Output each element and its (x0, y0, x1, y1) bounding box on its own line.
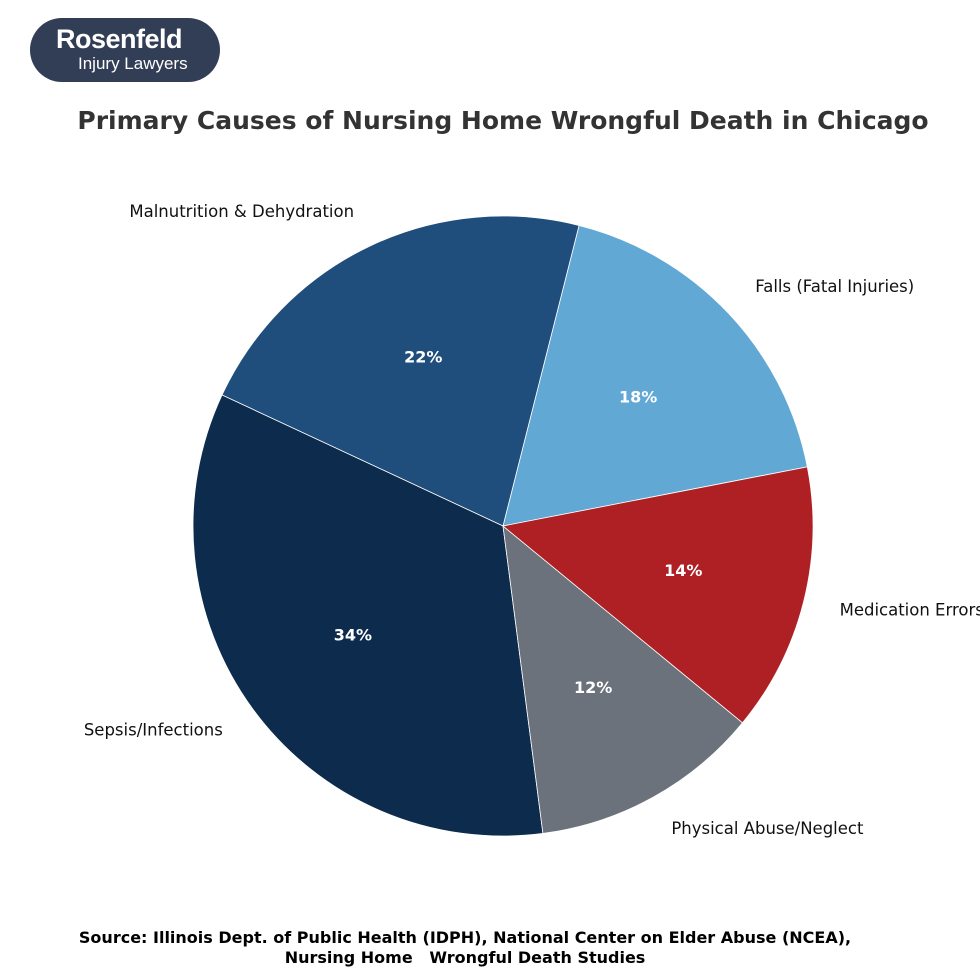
pie-pct-label-medication-errors-overdose: 14% (664, 561, 702, 580)
pie-slice-physical-abuse-neglect (502, 525, 744, 834)
pie-category-label-malnutrition-dehydration: Malnutrition & Dehydration (129, 202, 354, 221)
logo-subtitle: Injury Lawyers (78, 54, 188, 73)
pie-category-label-medication-errors-overdose: Medication Errors/Overdose (840, 601, 980, 620)
pie-category-label-sepsis-infections: Sepsis/Infections (84, 721, 223, 740)
brand-logo: Rosenfeld Injury Lawyers (30, 18, 220, 82)
pie-slice-falls-fatal-injuries (502, 224, 808, 527)
chart-title: Primary Causes of Nursing Home Wrongful … (77, 106, 929, 135)
source-line-2: Nursing Home Wrongful Death Studies (284, 948, 646, 967)
pie-pct-label-malnutrition-dehydration: 22% (404, 347, 442, 366)
pie-category-label-falls-fatal-injuries: Falls (Fatal Injuries) (755, 277, 914, 296)
pie-slice-medication-errors-overdose (502, 466, 814, 724)
pie-pct-label-physical-abuse-neglect: 12% (574, 678, 612, 697)
logo-name: Rosenfeld (56, 24, 183, 54)
pie-slice-malnutrition-dehydration (221, 215, 580, 527)
source-note: Source: Illinois Dept. of Public Health … (0, 928, 930, 968)
pie-pct-label-sepsis-infections: 34% (334, 625, 372, 644)
pie-category-label-physical-abuse-neglect: Physical Abuse/Neglect (671, 819, 864, 838)
source-line-1: Source: Illinois Dept. of Public Health … (78, 928, 852, 947)
pie-slice-sepsis-infections (192, 394, 544, 837)
pie-pct-label-falls-fatal-injuries: 18% (619, 388, 657, 407)
